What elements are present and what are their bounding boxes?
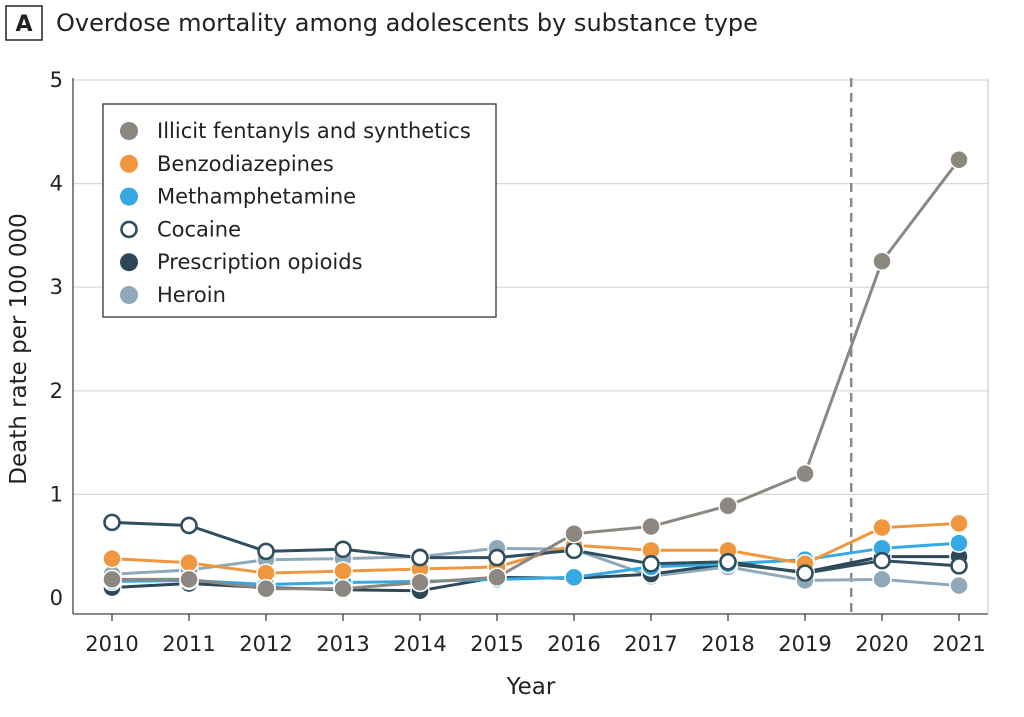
legend-label: Heroin <box>157 283 226 307</box>
series-line <box>111 546 960 588</box>
data-point <box>718 496 738 516</box>
chart-header: A Overdose mortality among adolescents b… <box>5 5 758 41</box>
data-point <box>179 553 199 573</box>
data-point <box>949 575 969 596</box>
data-point <box>949 533 969 553</box>
x-tick-label: 2014 <box>393 632 446 656</box>
x-tick-label: 2020 <box>855 632 908 656</box>
y-axis-title: Death rate per 100 000 <box>6 213 32 485</box>
legend-label: Cocaine <box>157 217 241 241</box>
x-tick-label: 2018 <box>701 632 754 656</box>
data-point <box>641 516 661 537</box>
x-tick-label: 2019 <box>778 632 831 656</box>
data-point <box>180 516 198 535</box>
data-point <box>719 552 737 571</box>
x-tick-label: 2011 <box>162 632 215 656</box>
legend: Illicit fentanyls and synthetics Benzodia… <box>102 103 497 318</box>
y-tick-label: 2 <box>50 379 63 403</box>
data-point <box>873 551 891 570</box>
data-point <box>102 548 122 569</box>
y-tick-label: 4 <box>50 172 63 196</box>
data-point <box>102 569 122 590</box>
data-point <box>872 517 892 538</box>
legend-marker <box>120 253 138 272</box>
legend-marker <box>120 220 138 239</box>
series-group <box>102 150 969 601</box>
legend-marker <box>120 286 138 304</box>
data-point <box>103 513 121 532</box>
panel-label-box <box>5 5 43 41</box>
data-point <box>257 542 275 561</box>
data-point <box>796 564 814 582</box>
y-tick-label: 3 <box>50 275 63 299</box>
x-tick-label: 2017 <box>624 632 677 656</box>
y-tick-label: 5 <box>50 68 63 92</box>
x-tick-label: 2010 <box>85 632 138 656</box>
axes: 0 1 2 3 4 5 2010 2011 2012 2013 2014 2015 2016 2017 20… <box>50 68 989 656</box>
legend-box <box>102 103 497 318</box>
data-point <box>872 251 892 272</box>
data-point <box>179 569 199 590</box>
legend-label: Benzodiazepines <box>157 152 334 176</box>
x-tick-label: 2012 <box>239 632 292 656</box>
data-point <box>256 578 276 599</box>
data-point <box>565 541 583 560</box>
data-point <box>872 569 892 590</box>
data-point <box>950 557 968 575</box>
y-tick-label: 0 <box>50 586 63 610</box>
data-point <box>333 561 353 581</box>
x-tick-label: 2016 <box>547 632 600 656</box>
data-point <box>334 540 352 559</box>
legend-marker <box>120 187 138 206</box>
data-point <box>949 150 969 170</box>
data-point <box>410 572 430 593</box>
x-tick-label: 2013 <box>316 632 369 656</box>
data-point <box>487 567 507 588</box>
legend-label: Illicit fentanyls and synthetics <box>157 119 471 143</box>
data-point <box>333 578 353 599</box>
legend-marker <box>120 122 138 140</box>
x-axis-title: Year <box>506 674 556 700</box>
chart-title: Overdose mortality among adolescents by … <box>56 9 758 37</box>
data-point <box>642 555 660 573</box>
legend-marker <box>120 154 138 173</box>
data-point <box>411 548 429 567</box>
series-line <box>112 158 961 591</box>
x-tick-label: 2021 <box>932 632 985 656</box>
legend-label: Methamphetamine <box>157 185 356 209</box>
x-tick-label: 2015 <box>470 632 523 656</box>
data-point <box>949 513 969 534</box>
panel-label: A <box>15 12 32 37</box>
data-point <box>795 463 815 484</box>
data-point <box>564 567 584 588</box>
data-point <box>564 524 584 544</box>
y-tick-label: 1 <box>50 482 63 506</box>
legend-label: Prescription opioids <box>157 250 363 274</box>
data-point <box>488 548 506 567</box>
